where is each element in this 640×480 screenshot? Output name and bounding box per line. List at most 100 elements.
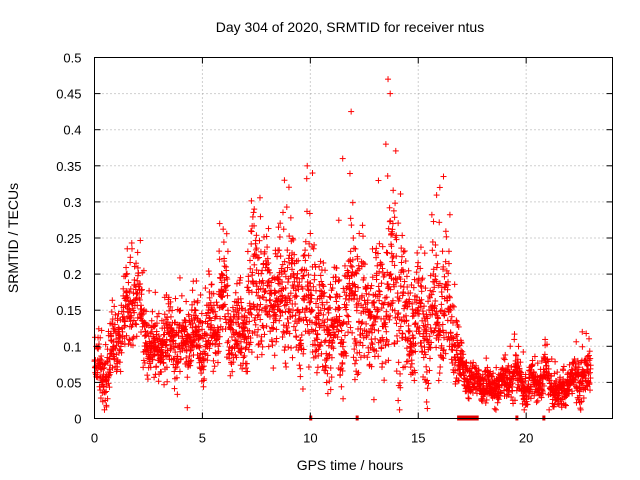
data-point — [407, 289, 414, 296]
data-point — [208, 317, 215, 324]
data-point — [287, 290, 294, 297]
data-point — [100, 365, 107, 372]
data-point — [138, 286, 145, 293]
data-point — [399, 330, 406, 337]
data-point — [266, 297, 273, 304]
data-point — [178, 292, 185, 299]
data-point — [295, 347, 302, 354]
data-point — [545, 358, 552, 365]
data-point — [339, 343, 346, 350]
data-point — [149, 308, 156, 315]
data-point — [122, 322, 129, 329]
data-point — [216, 220, 223, 227]
data-point — [279, 261, 286, 268]
data-point — [221, 258, 228, 265]
data-point — [374, 262, 381, 269]
data-point — [165, 329, 172, 336]
data-point — [586, 348, 593, 355]
data-point — [292, 312, 299, 319]
data-point — [397, 190, 404, 197]
data-point — [442, 228, 449, 235]
data-point — [134, 314, 141, 321]
data-point — [108, 332, 115, 339]
x-tick-label: 10 — [303, 431, 317, 446]
data-point — [492, 406, 499, 413]
data-point — [445, 278, 452, 285]
data-point — [184, 374, 191, 381]
data-point — [245, 346, 252, 353]
data-point — [289, 257, 296, 264]
data-point — [110, 350, 117, 357]
data-point — [232, 289, 239, 296]
data-point — [308, 306, 315, 313]
data-point — [101, 389, 108, 396]
data-point — [338, 365, 345, 372]
data-point — [137, 280, 144, 287]
data-point — [258, 351, 265, 358]
data-point — [374, 306, 381, 313]
data-point — [539, 390, 546, 397]
data-point — [455, 323, 462, 330]
data-point — [436, 370, 443, 377]
data-point — [246, 302, 253, 309]
data-point — [136, 296, 143, 303]
data-point — [493, 364, 500, 371]
data-point — [369, 274, 376, 281]
data-point — [401, 248, 408, 255]
data-point — [332, 274, 339, 281]
data-point — [340, 395, 347, 402]
data-point — [155, 310, 162, 317]
data-point — [216, 333, 223, 340]
data-point — [458, 340, 465, 347]
data-point — [210, 290, 217, 297]
data-point — [176, 274, 183, 281]
data-point — [127, 259, 134, 266]
data-point — [256, 295, 263, 302]
data-point — [310, 283, 317, 290]
data-point — [444, 297, 451, 304]
data-point — [146, 287, 153, 294]
data-point — [428, 211, 435, 218]
data-point — [423, 336, 430, 343]
data-point — [349, 256, 356, 263]
data-point — [451, 281, 458, 288]
data-point — [398, 253, 405, 260]
data-point — [406, 300, 413, 307]
data-point — [114, 363, 121, 370]
data-point — [299, 385, 306, 392]
data-point — [373, 245, 380, 252]
data-point — [351, 360, 358, 367]
data-point — [167, 313, 174, 320]
y-axis-label: SRMTID / TECUs — [5, 183, 21, 293]
data-point — [317, 258, 324, 265]
data-point — [508, 393, 515, 400]
data-point — [355, 369, 362, 376]
data-point — [440, 355, 447, 362]
data-point — [239, 365, 246, 372]
data-point — [484, 364, 491, 371]
data-point — [423, 398, 430, 405]
data-point — [586, 335, 593, 342]
data-point — [290, 236, 297, 243]
data-point — [538, 394, 545, 401]
data-point — [251, 328, 258, 335]
data-point — [410, 284, 417, 291]
data-point — [273, 335, 280, 342]
data-point — [116, 326, 123, 333]
data-point — [153, 363, 160, 370]
data-point — [195, 327, 202, 334]
data-point — [108, 308, 115, 315]
data-point — [281, 268, 288, 275]
data-point — [261, 248, 268, 255]
data-point — [196, 342, 203, 349]
data-point — [242, 307, 249, 314]
data-point — [267, 296, 274, 303]
data-point — [356, 230, 363, 237]
data-point — [546, 406, 553, 413]
data-point — [341, 262, 348, 269]
data-point — [126, 288, 133, 295]
data-point — [109, 297, 116, 304]
data-point — [309, 170, 316, 177]
data-point — [172, 364, 179, 371]
data-point — [429, 247, 436, 254]
